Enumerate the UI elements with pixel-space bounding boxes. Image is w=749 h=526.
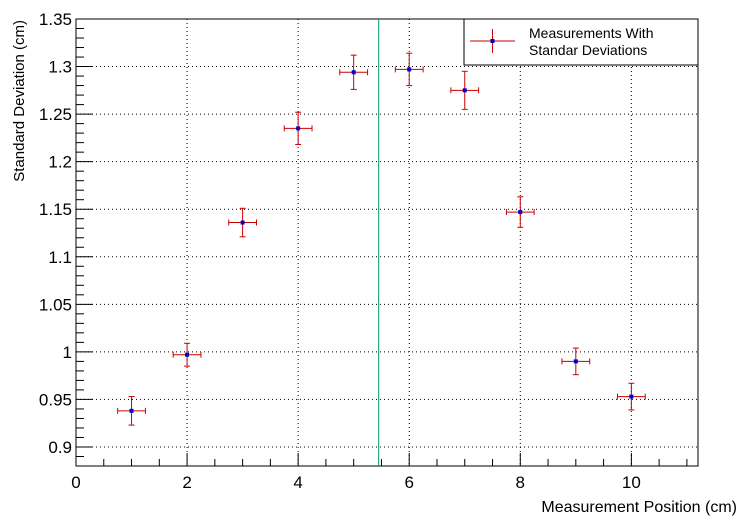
- legend-box: [463, 18, 699, 66]
- data-point: [283, 111, 313, 146]
- x-tick-label: 10: [622, 473, 641, 492]
- data-point: [394, 52, 424, 87]
- plot-frame: [75, 18, 699, 467]
- point-marker: [351, 70, 356, 75]
- y-tick-label: 1.1: [48, 248, 72, 267]
- y-tick-label: 1: [63, 343, 72, 362]
- y-tick-label: 1.05: [39, 295, 72, 314]
- y-tick-label: 0.95: [39, 390, 72, 409]
- data-point: [616, 382, 646, 411]
- point-marker: [129, 408, 134, 413]
- legend-label-line2: Standar Deviations: [529, 42, 647, 58]
- point-marker: [518, 210, 523, 215]
- y-tick-label: 0.9: [48, 438, 72, 457]
- data-point: [228, 207, 257, 238]
- point-marker: [573, 359, 578, 364]
- x-tick-label: 2: [182, 473, 191, 492]
- x-tick-label: 8: [516, 473, 525, 492]
- data-point: [561, 347, 591, 376]
- point-marker: [629, 394, 634, 399]
- point-marker: [296, 126, 301, 131]
- point-marker: [407, 67, 412, 72]
- y-tick-label: 1.35: [39, 10, 72, 29]
- data-point: [505, 196, 535, 228]
- legend: Measurements With Standar Deviations: [463, 18, 699, 66]
- y-tick-label: 1.2: [48, 153, 72, 172]
- legend-marker-point: [490, 39, 495, 43]
- x-tick-label: 0: [71, 473, 80, 492]
- x-tick-label: 6: [404, 473, 413, 492]
- data-point: [117, 396, 146, 426]
- point-marker: [185, 352, 190, 357]
- points-layer: [117, 52, 646, 426]
- legend-label-line1: Measurements With: [529, 25, 653, 41]
- y-tick-label: 1.3: [48, 58, 72, 77]
- ticks-layer: [75, 18, 688, 467]
- data-point: [339, 54, 369, 90]
- plot-frame-layer: [75, 18, 699, 467]
- x-axis-label: Measurement Position (cm): [541, 499, 737, 516]
- data-point: [450, 70, 480, 110]
- point-marker: [240, 220, 245, 225]
- y-tick-label: 1.15: [39, 200, 72, 219]
- point-marker: [462, 88, 467, 93]
- labels-layer: 0 2 4 6 8 10 0.9 0.95 1 1.05 1.1 1.15 1.2 1.25 1.3 1.35: [39, 10, 641, 492]
- x-tick-label: 4: [293, 473, 302, 492]
- y-tick-label: 1.25: [39, 105, 72, 124]
- y-axis-label: Standard Deviation (cm): [11, 20, 28, 182]
- data-point: [172, 342, 202, 367]
